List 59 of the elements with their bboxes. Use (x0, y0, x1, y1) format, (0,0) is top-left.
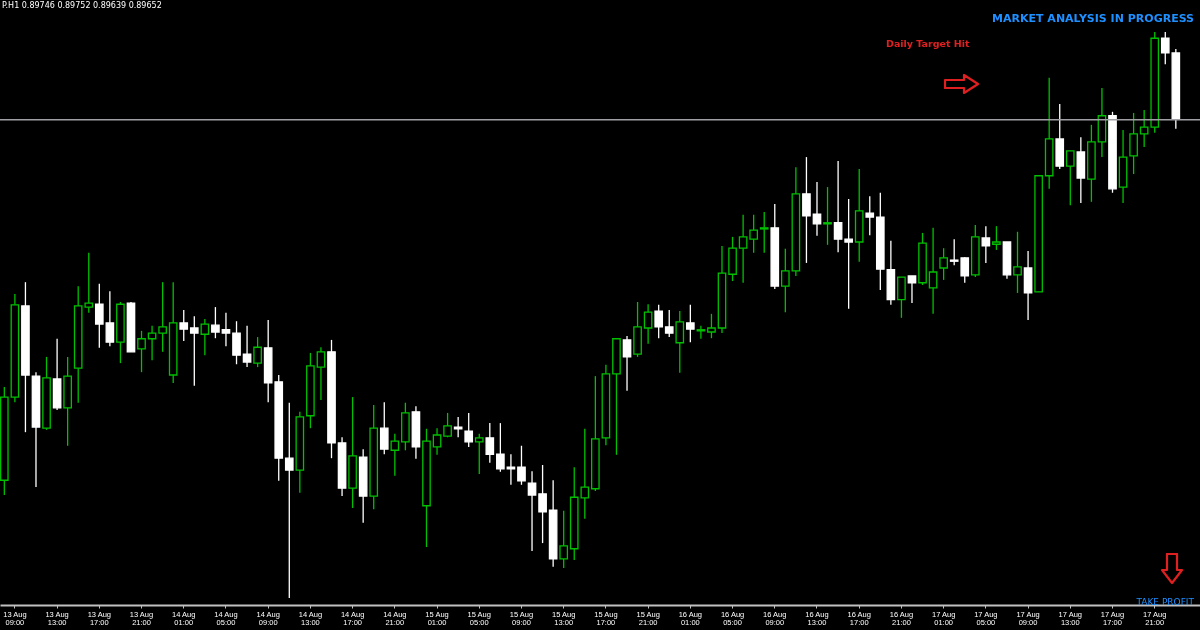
candlestick (1013, 231, 1022, 294)
candlestick (253, 336, 262, 368)
candlestick (432, 427, 442, 456)
candlestick (284, 402, 294, 599)
candlestick (654, 304, 664, 339)
candlestick (211, 306, 220, 339)
candlestick (1065, 150, 1075, 206)
candlestick (189, 315, 199, 387)
candlestick (485, 422, 495, 464)
candlestick (232, 320, 241, 365)
candlestick (802, 156, 811, 264)
candlestick (474, 433, 484, 475)
candlestick (221, 312, 231, 347)
candlestick (242, 325, 252, 368)
annotation: TAKE PROFIT (1136, 597, 1194, 607)
annotation: Daily Target Hit (886, 38, 970, 49)
candlestick (844, 198, 853, 310)
candlestick (907, 275, 917, 304)
candlestick (707, 313, 716, 339)
candlestick (897, 276, 906, 319)
candlestick (105, 290, 115, 347)
candlestick (981, 225, 991, 264)
candlestick (833, 160, 843, 253)
candlestick (390, 433, 400, 477)
candlestick (675, 310, 685, 374)
candlestick (865, 195, 875, 236)
candlestick (147, 325, 157, 361)
candlestick (992, 225, 1001, 251)
candlestick (622, 335, 632, 392)
text: MARKET ANALYSIS IN PROGRESS (992, 12, 1194, 25)
candlestick (664, 309, 674, 338)
candlestick (179, 309, 189, 342)
candlestick (200, 318, 210, 356)
candlestick (559, 510, 569, 569)
candlestick (749, 214, 759, 254)
candlestick (643, 303, 653, 345)
candlestick (823, 186, 832, 246)
candlestick (686, 304, 695, 343)
candlestick (137, 330, 146, 373)
text: P.H1 0.89746 0.89752 0.89639 0.89652 (2, 1, 162, 10)
candlestick (94, 283, 104, 349)
candlestick (939, 247, 948, 281)
candlestick (780, 248, 790, 313)
candlestick (453, 416, 463, 438)
candlestick (443, 412, 452, 438)
candlestick (738, 214, 748, 284)
candlestick (527, 470, 537, 552)
candlestick (506, 453, 516, 486)
candlestick (158, 281, 167, 353)
candlestick (464, 412, 474, 448)
candlestick (496, 422, 505, 473)
candlestick (759, 211, 769, 254)
candlestick (928, 227, 938, 315)
candlestick (812, 181, 822, 237)
candlestick (517, 445, 526, 486)
candlestick (1129, 112, 1138, 175)
candlestick (538, 464, 547, 544)
candlestick (316, 346, 326, 401)
candlestick (379, 401, 389, 455)
